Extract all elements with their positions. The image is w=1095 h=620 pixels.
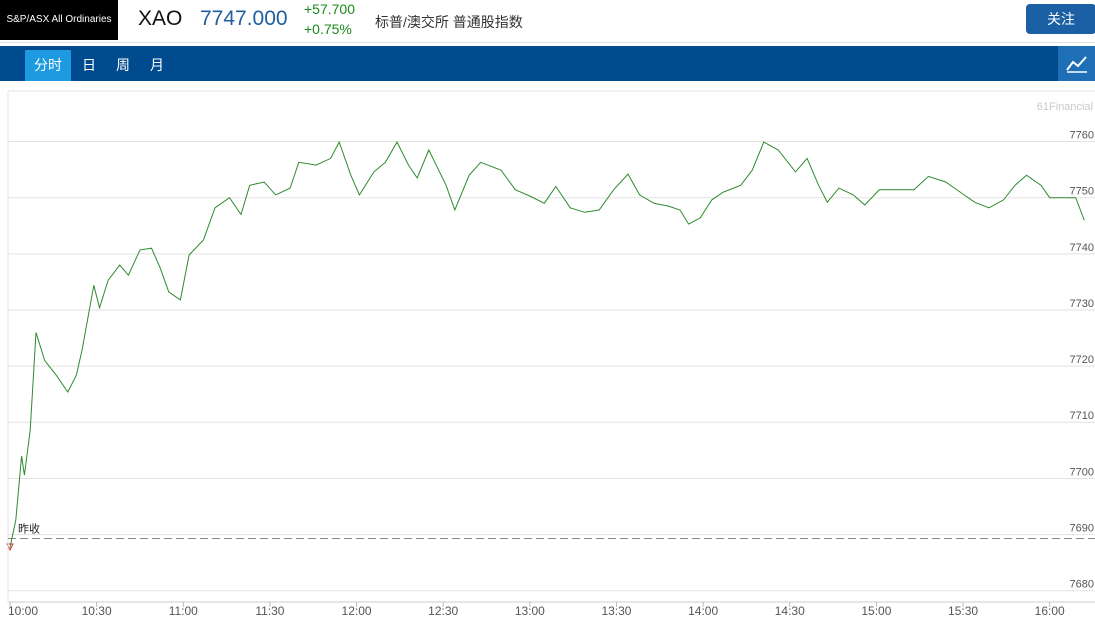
x-tick-label: 10:00 — [8, 604, 38, 618]
x-tick-label: 15:00 — [861, 604, 891, 618]
change: +57.700 — [304, 1, 355, 17]
symbol: XAO — [138, 7, 183, 30]
y-tick-label: 7750 — [1070, 186, 1094, 198]
prev-close-label: 昨收 — [18, 521, 40, 535]
y-tick-label: 7690 — [1070, 523, 1094, 535]
header: S&P/ASX All Ordinaries XAO 7747.000 +57.… — [0, 0, 1095, 43]
follow-button[interactable]: 关注 — [1026, 4, 1095, 34]
logo: S&P/ASX All Ordinaries — [0, 0, 118, 40]
y-tick-label: 7700 — [1070, 466, 1094, 478]
price-line — [9, 140, 1085, 548]
y-tick-label: 7730 — [1070, 298, 1094, 310]
x-tick-label: 12:00 — [342, 604, 372, 618]
tab[interactable]: 日 — [82, 57, 96, 73]
index-name: 标普/澳交所 普通股指数 — [375, 14, 523, 30]
x-tick-label: 14:00 — [688, 604, 718, 618]
x-tick-label: 16:00 — [1035, 604, 1065, 618]
change-pct: +0.75% — [304, 21, 352, 37]
tab[interactable]: 分时 — [25, 50, 71, 81]
x-tick-label: 10:30 — [82, 604, 112, 618]
x-tick-label: 13:30 — [601, 604, 631, 618]
x-tick-label: 15:30 — [948, 604, 978, 618]
icon — [1066, 56, 1087, 73]
tab[interactable]: 周 — [116, 57, 130, 73]
chart-icon[interactable] — [1058, 46, 1095, 81]
y-tick-label: 7720 — [1070, 354, 1094, 366]
x-tick-label: 11:00 — [169, 604, 198, 618]
y-tick-label: 7740 — [1070, 242, 1094, 254]
x-tick-label: 11:30 — [255, 604, 284, 618]
y-tick-label: 7710 — [1070, 410, 1094, 422]
x-tick-label: 13:00 — [515, 604, 545, 618]
tab-bar: 分时 日 周 月 — [0, 46, 1095, 81]
x-tick-label: 14:30 — [775, 604, 805, 618]
y-tick-label: 7760 — [1070, 129, 1094, 141]
watermark: 61Financial — [1037, 101, 1093, 113]
chart: 61Financial 7680 7690 7700 7710 7720 7730 7740 7… — [6, 90, 1095, 618]
x-tick-label: 12:30 — [428, 604, 458, 618]
price: 7747.000 — [200, 7, 288, 30]
tab[interactable]: 月 — [150, 57, 164, 73]
y-tick-label: 7680 — [1070, 579, 1094, 591]
